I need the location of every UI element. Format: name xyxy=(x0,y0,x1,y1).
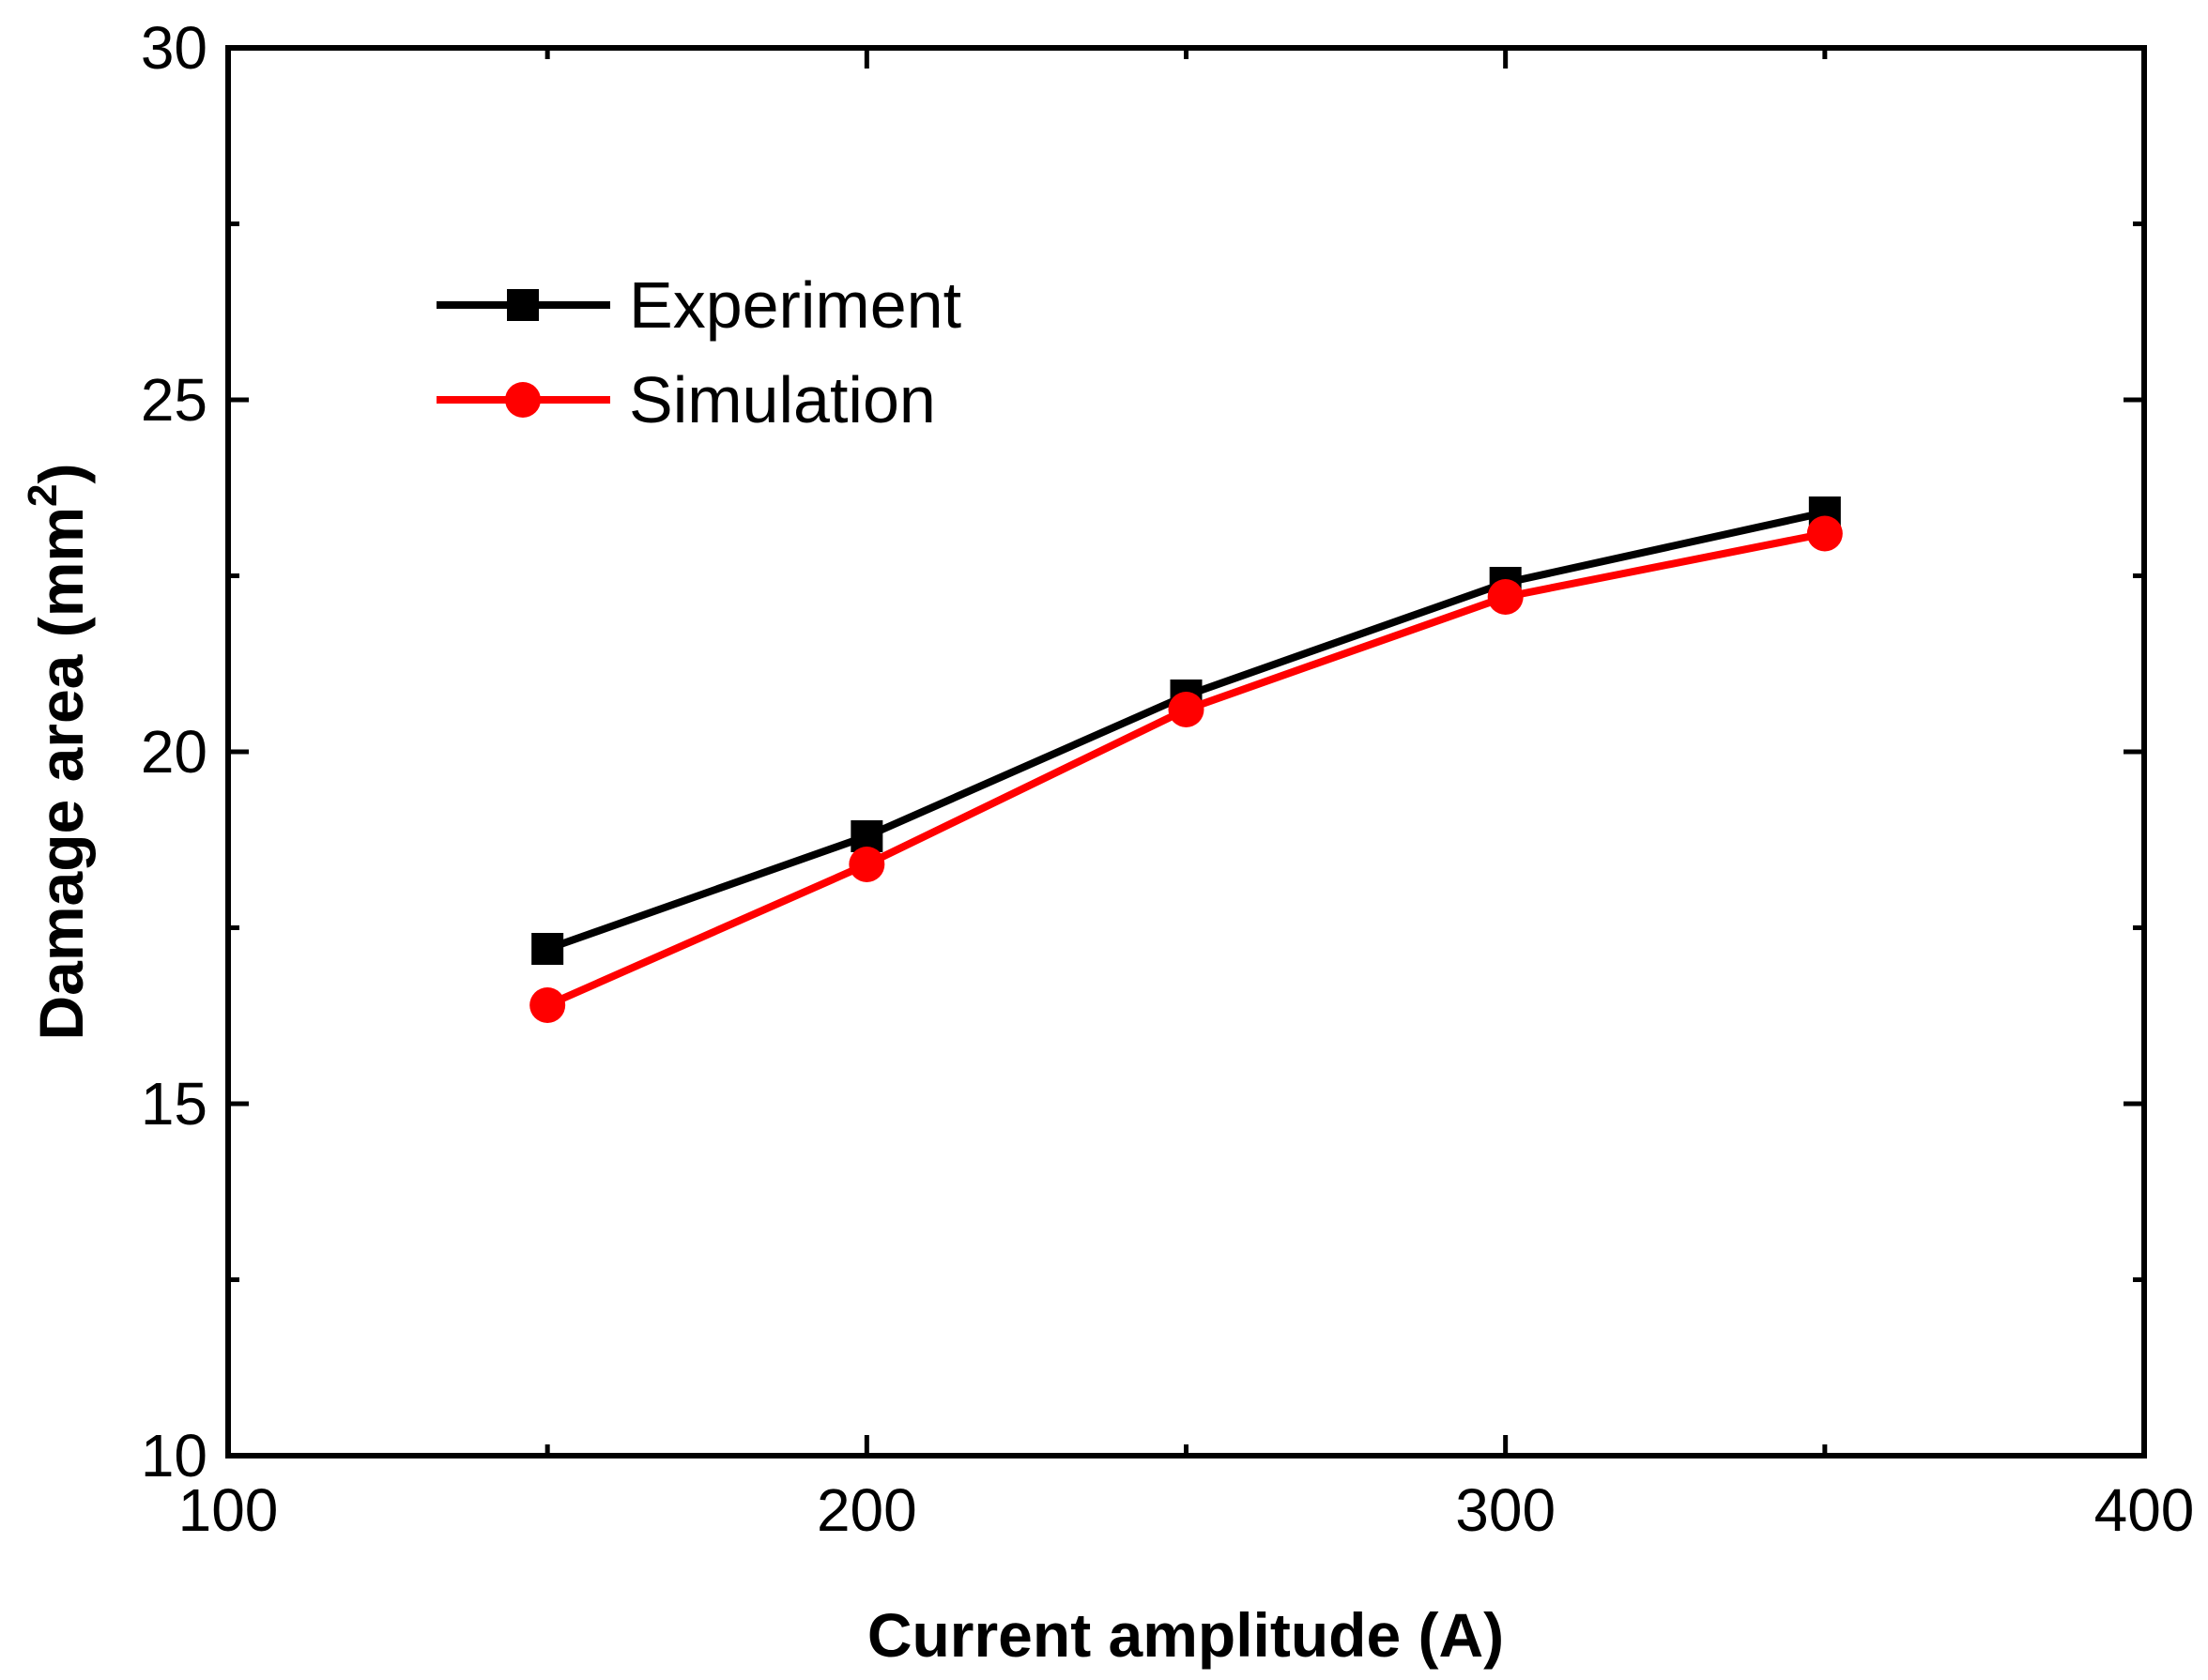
series-line-simulation xyxy=(545,529,1826,1009)
point-simulation-150 xyxy=(529,987,566,1023)
y-axis-title-close: ) xyxy=(26,463,96,483)
x-tick-label-400: 400 xyxy=(2094,1476,2195,1544)
legend: Experiment Simulation xyxy=(437,268,961,436)
series-simulation xyxy=(529,515,1843,1023)
point-simulation-250 xyxy=(1168,692,1204,727)
point-simulation-200 xyxy=(849,847,885,882)
y-tick-label-15: 15 xyxy=(141,1070,207,1138)
series-line-experiment xyxy=(545,509,1826,953)
axis-ticks xyxy=(225,45,2147,1459)
legend-marker-simulation xyxy=(505,382,541,418)
y-tick-label-25: 25 xyxy=(141,366,207,434)
y-axis-title: Damage area (mm2) xyxy=(20,463,96,1040)
y-axis-title-main: Damage area (mm xyxy=(26,507,96,1041)
legend-marker-experiment xyxy=(507,289,539,321)
x-tick-label-200: 200 xyxy=(817,1476,917,1544)
point-simulation-300 xyxy=(1487,579,1524,615)
y-tick-label-30: 30 xyxy=(141,14,207,82)
legend-entry-experiment: Experiment xyxy=(437,268,961,342)
x-tick-label-100: 100 xyxy=(178,1476,279,1544)
y-axis-title-superscript: 2 xyxy=(20,483,66,506)
y-tick-label-20: 20 xyxy=(141,718,207,786)
x-tick-label-300: 300 xyxy=(1455,1476,1556,1544)
plot-frame xyxy=(225,45,2147,1459)
series-layer xyxy=(529,496,1843,1023)
legend-entry-simulation: Simulation xyxy=(437,363,936,436)
point-simulation-350 xyxy=(1806,515,1843,552)
point-experiment-150 xyxy=(531,933,564,965)
legend-label-experiment: Experiment xyxy=(629,268,961,342)
y-tick-label-10: 10 xyxy=(141,1422,207,1489)
x-axis-title: Current amplitude (A) xyxy=(867,1600,1504,1670)
tick-labels: 100 200 300 400 10 15 20 25 30 xyxy=(141,14,2195,1544)
legend-label-simulation: Simulation xyxy=(629,363,936,436)
